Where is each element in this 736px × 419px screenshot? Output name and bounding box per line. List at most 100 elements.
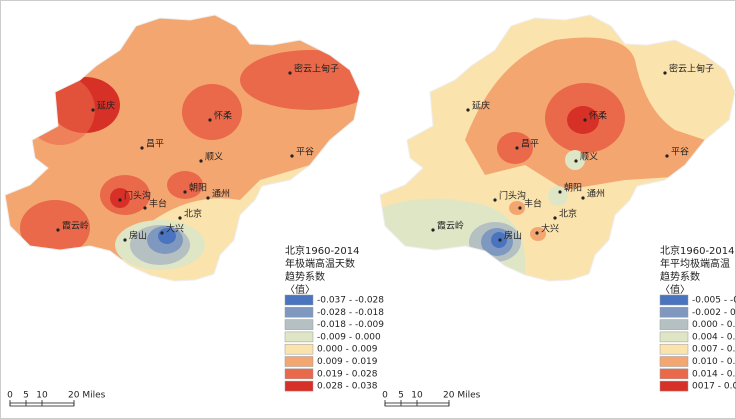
station-label: 顺义 [205,152,223,163]
legend-swatch [659,307,689,318]
legend-label: -0.028 - -0.018 [317,308,384,318]
station-label: 密云上甸子 [294,63,339,75]
legend-title: 趋势系数 [660,270,700,283]
station-dot [431,228,435,232]
station-dot [288,71,292,75]
station-dot [581,196,585,200]
legend-label: 0.000 - 0.004 [692,320,736,330]
station-dot [665,154,669,158]
station-dot [91,108,95,112]
station-label: 房山 [129,230,147,242]
scale-label: 5 [398,391,404,401]
legend-swatch [659,368,689,380]
scale-label: 0 [7,391,13,401]
legend-swatch [659,319,689,330]
station-label: 延庆 [472,100,490,112]
legend-label: 0.009 - 0.019 [317,357,378,367]
legend-title: 北京1960-2014 [285,244,360,257]
station-dot [123,238,127,242]
station-dot [56,228,60,232]
station-label: 霞云岭 [437,220,464,232]
legend-title: 年平均极端高温 [660,257,730,270]
legend-swatch [659,343,689,355]
legend-label: 0.014 - 0.017 [692,369,736,379]
station-label: 门头沟 [124,190,151,202]
legend-label: -0.018 - -0.009 [317,320,384,330]
legend-swatch [284,368,314,380]
legend-swatch [659,380,689,392]
legend-title: 北京1960-2014 [660,244,735,257]
station-dot [178,216,182,220]
station-label: 延庆 [97,100,115,112]
legend-label: 0.007 - 0.010 [692,345,736,355]
station-label: 房山 [504,230,522,242]
station-label: 怀柔 [589,110,607,122]
station-label: 门头沟 [499,190,526,202]
legend-title: 趋势系数 [285,270,325,283]
legend-field: 〈值〉 [285,283,315,296]
scale-label: 20 Miles [68,391,106,401]
station-dot [199,159,203,163]
scale-label: 10 [36,391,48,401]
station-label: 昌平 [521,139,539,150]
legend-label: -0.005 - -0.002 [692,296,736,306]
station-dot [515,146,519,150]
station-dot [183,190,187,194]
station-dot [558,190,562,194]
station-label: 朝阳 [564,183,582,194]
legend-swatch [284,356,314,367]
station-label: 密云上甸子 [669,63,714,75]
station-dot [208,118,212,122]
station-label: 大兴 [166,223,184,235]
station-label: 通州 [212,189,230,200]
station-dot [143,206,147,210]
station-label: 怀柔 [214,110,232,122]
legend-label: 0.004 - 0.007 [692,332,736,342]
station-label: 丰台 [149,198,167,210]
station-dot [583,118,587,122]
legend-title: 年极端高温天数 [285,257,355,270]
station-label: 顺义 [580,152,598,163]
legend-swatch [659,294,689,306]
station-dot [290,154,294,158]
boundary [4,14,361,282]
station-label: 北京 [559,208,577,220]
legend-swatch [284,331,314,343]
station-label: 大兴 [541,223,559,235]
boundary [379,14,736,282]
legend-label: -0.002 - 0.00 [692,308,736,318]
station-dot [160,231,164,235]
legend-label: 0.019 - 0.028 [317,369,378,379]
legend-swatch [284,380,314,392]
scale-label: 20 Miles [443,391,481,401]
legend-swatch [284,319,314,330]
station-label: 平谷 [671,147,689,158]
station-label: 平谷 [296,147,314,158]
scale-label: 5 [23,391,29,401]
station-dot [466,108,470,112]
legend-swatch [659,331,689,343]
station-dot [535,231,539,235]
station-label: 朝阳 [189,183,207,194]
station-dot [206,196,210,200]
station-label: 通州 [587,189,605,200]
station-label: 霞云岭 [62,220,89,232]
legend-swatch [284,343,314,355]
legend-swatch [284,294,314,306]
legend-swatch [284,307,314,318]
station-dot [140,146,144,150]
station-dot [498,238,502,242]
legend-label: 0.000 - 0.009 [317,345,378,355]
station-dot [118,198,122,202]
station-label: 北京 [184,208,202,220]
legend-label: -0.037 - -0.028 [317,296,384,306]
legend-field: 〈值〉 [660,283,690,296]
station-label: 昌平 [146,139,164,150]
legend-label: 0.028 - 0.038 [317,382,378,392]
station-dot [518,206,522,210]
scale-label: 10 [411,391,423,401]
legend-label: -0.009 - 0.000 [317,332,381,342]
station-dot [574,159,578,163]
scale-label: 0 [382,391,388,401]
